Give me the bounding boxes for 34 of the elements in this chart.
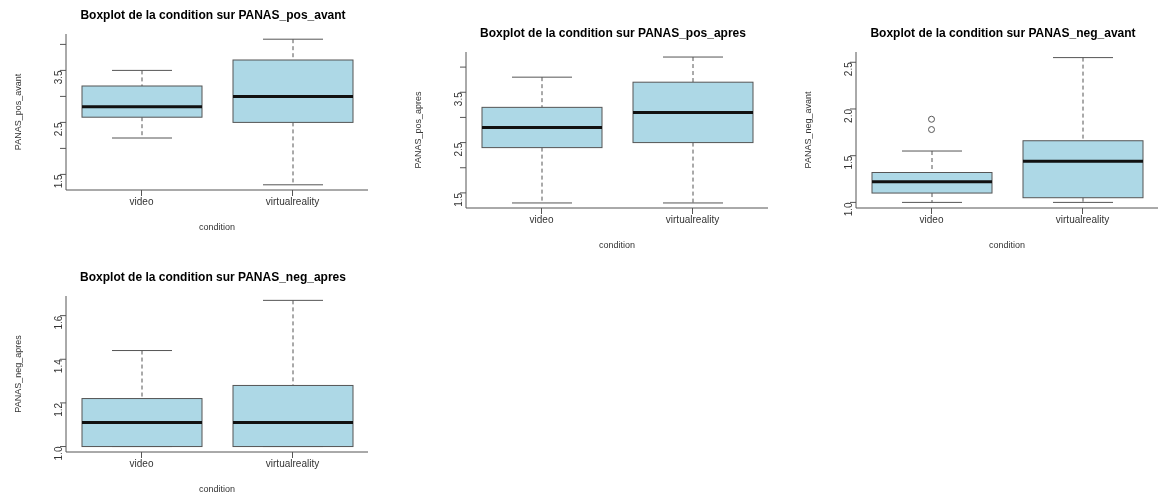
y-tick-label: 1.4 [52, 358, 64, 374]
y-tick-label: 3.5 [452, 91, 464, 107]
y-tick-label: 1.5 [52, 173, 64, 189]
y-tick-label: 1.5 [452, 192, 464, 207]
y-tick-label: 2.0 [842, 108, 854, 123]
chart-title: Boxplot de la condition sur PANAS_pos_apres [479, 26, 747, 42]
y-axis-title: PANAS_neg_apres [13, 334, 24, 413]
y-tick-label: 1.2 [52, 402, 64, 417]
chart-title: Boxplot de la condition sur PANAS_pos_avant [79, 8, 347, 24]
x-axis-title: condition [198, 484, 236, 494]
y-tick-label: 1.6 [52, 315, 64, 330]
y-tick-label: 1.5 [842, 155, 854, 170]
y-axis-title: PANAS_neg_avant [803, 91, 814, 169]
y-tick-label: 2.5 [842, 61, 854, 77]
y-tick-label: 1.0 [842, 201, 854, 217]
x-tick-label: virtualreality [265, 458, 320, 470]
x-tick-label: virtualreality [1055, 214, 1110, 226]
x-axis-title: condition [198, 222, 236, 232]
y-tick-label: 3.5 [52, 69, 64, 85]
y-axis-title: PANAS_pos_apres [413, 91, 424, 169]
x-tick-label: virtualreality [265, 196, 320, 208]
x-tick-label: video [129, 458, 154, 470]
y-axis-title: PANAS_pos_avant [13, 73, 24, 151]
x-axis-title: condition [988, 240, 1026, 250]
y-tick-label: 1.0 [52, 446, 64, 461]
y-tick-label: 2.5 [452, 142, 464, 157]
x-axis-title: condition [598, 240, 636, 250]
y-tick-label: 2.5 [52, 121, 64, 137]
x-tick-label: video [919, 214, 944, 226]
x-tick-label: video [529, 214, 554, 226]
chart-title: Boxplot de la condition sur PANAS_neg_apres [79, 270, 347, 286]
x-tick-label: video [129, 196, 154, 208]
chart-title: Boxplot de la condition sur PANAS_neg_avant [869, 26, 1137, 42]
x-tick-label: virtualreality [665, 214, 720, 226]
